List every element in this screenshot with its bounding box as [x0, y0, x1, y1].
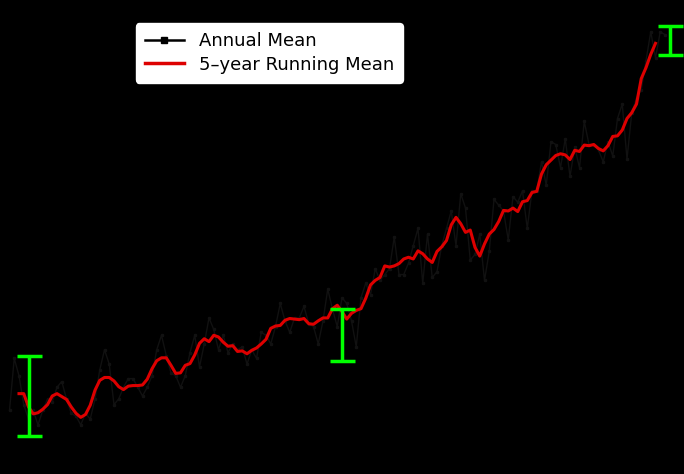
Legend: Annual Mean, 5–year Running Mean: Annual Mean, 5–year Running Mean	[135, 23, 403, 83]
